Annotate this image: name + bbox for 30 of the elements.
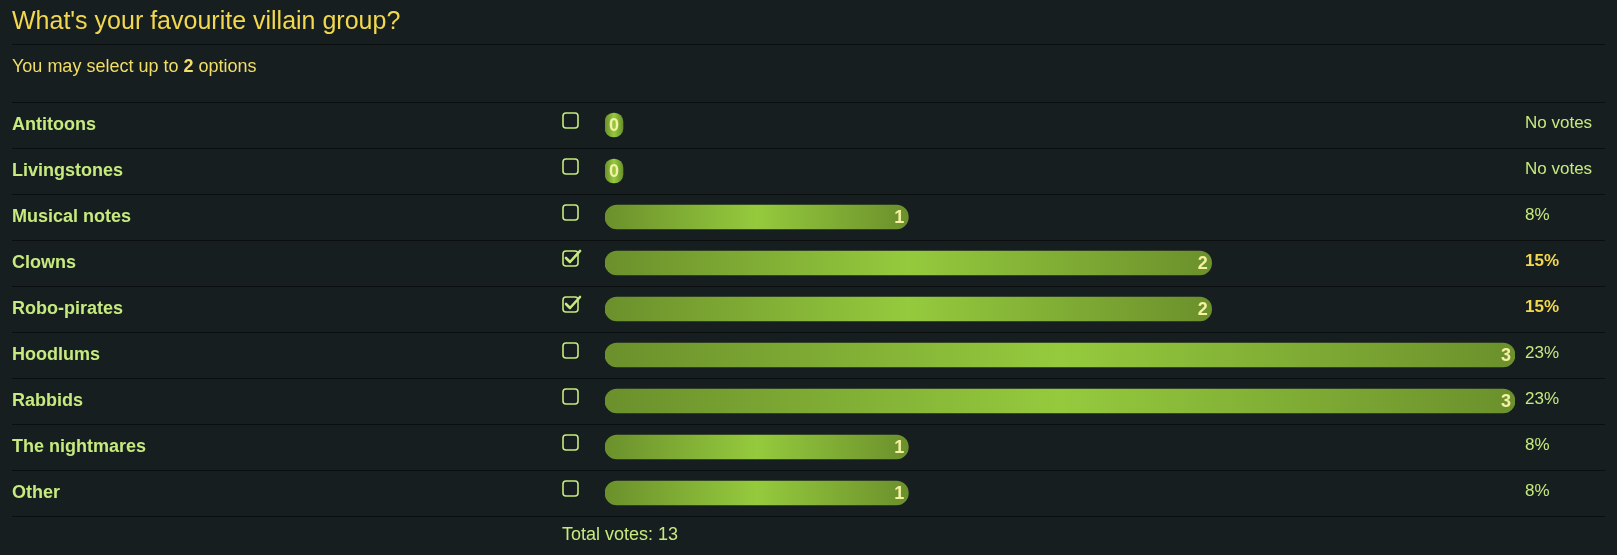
text: Total votes: 13 (562, 523, 679, 545)
text: 23% (1525, 342, 1560, 362)
data-label: 1 (894, 436, 905, 457)
data-label: 1 (894, 206, 905, 227)
text: 8% (1525, 204, 1550, 224)
data-label: 3 (1500, 390, 1511, 411)
y-tick-label: Other (12, 481, 61, 502)
y-tick-label: Musical notes (12, 205, 132, 226)
data-label: 1 (894, 482, 905, 503)
y-tick-label: Rabbids (12, 389, 84, 410)
y-tick-label: The nightmares (12, 435, 147, 456)
text: 15% (1525, 296, 1560, 316)
data-label: 3 (1500, 344, 1511, 365)
text: No votes (1525, 158, 1593, 178)
y-tick-label: Antitoons (12, 113, 96, 134)
text: 15% (1525, 250, 1560, 270)
data-label: 0 (608, 160, 619, 181)
y-tick-label: Robo-pirates (12, 297, 124, 318)
y-tick-label: Clowns (12, 251, 77, 272)
text: 23% (1525, 388, 1560, 408)
data-label: 2 (1197, 252, 1208, 273)
text: 8% (1525, 480, 1550, 500)
text: You may select up to 2 options (12, 55, 257, 77)
y-tick-label: Hoodlums (12, 343, 100, 364)
text: What's your favourite villain group? (12, 5, 401, 35)
text: No votes (1525, 112, 1593, 132)
data-label: 0 (608, 114, 619, 135)
data-label: 2 (1197, 298, 1208, 319)
y-tick-label: Livingstones (12, 159, 124, 180)
text: 8% (1525, 434, 1550, 454)
